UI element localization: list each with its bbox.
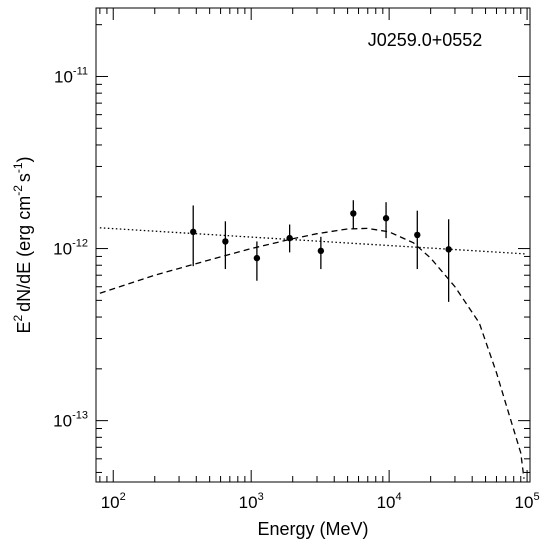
y-label-part: dN/dE (erg cm (14, 196, 34, 312)
y-label-part: E (14, 322, 34, 334)
x-axis-label: Energy (MeV) (257, 519, 368, 539)
tick-base: 10 (101, 493, 120, 512)
x-tick-label: 105 (515, 491, 540, 512)
data-point (286, 234, 293, 242)
y-label-sup: 2 (11, 315, 25, 322)
data-point (253, 254, 261, 262)
x-tick-label: 102 (101, 491, 126, 512)
chart-title: J0259.0+0552 (368, 30, 483, 50)
data-point (445, 246, 452, 253)
tick-base: 10 (515, 493, 534, 512)
data-point (222, 238, 229, 245)
tick-base: 10 (239, 493, 258, 512)
data-points (190, 200, 452, 302)
tick-base: 10 (54, 67, 73, 86)
data-point (382, 215, 390, 222)
axis-ticks (96, 8, 530, 482)
data-point (317, 247, 325, 255)
x-tick-label: 104 (377, 491, 402, 512)
tick-base: 10 (53, 240, 72, 259)
tick-exponent: -13 (72, 410, 88, 422)
data-point (190, 228, 197, 236)
tick-base: 10 (53, 412, 72, 431)
plot-frame (95, 7, 531, 483)
model-lines (99, 227, 528, 479)
x-tick-label: 103 (239, 491, 264, 512)
tick-exponent: -11 (73, 65, 88, 77)
powerlaw-fit-line (99, 227, 528, 255)
tick-exponent: -12 (72, 238, 88, 250)
data-point (414, 231, 421, 239)
data-point (350, 210, 357, 217)
y-tick-label: 10-12 (53, 238, 88, 259)
y-label-sup: -2 (11, 185, 25, 196)
tick-exponent: 5 (533, 491, 539, 503)
y-tick-label: 10-13 (53, 410, 88, 431)
logparabola-fit-line (99, 227, 525, 479)
tick-exponent: 2 (120, 491, 126, 503)
y-label-part: ) (14, 156, 34, 162)
tick-exponent: 4 (396, 491, 402, 503)
y-label-sup: -1 (11, 162, 25, 173)
tick-base: 10 (377, 493, 396, 512)
y-axis-label: E2 dN/dE (erg cm-2 s-1) (11, 156, 34, 333)
y-tick-label: 10-11 (54, 65, 88, 86)
tick-exponent: 3 (258, 491, 264, 503)
y-label-part: s (14, 173, 34, 182)
